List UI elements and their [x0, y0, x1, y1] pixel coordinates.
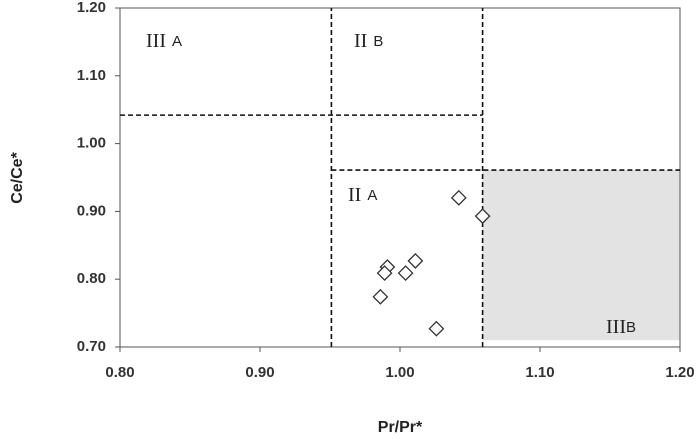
- region-letter: A: [367, 187, 377, 204]
- data-point: [450, 189, 467, 206]
- x-tick-label: 1.10: [525, 364, 554, 381]
- region-label: II A: [348, 184, 377, 206]
- y-tick-label: 1.20: [77, 0, 106, 16]
- x-axis-title: Pr/Pr*: [378, 419, 423, 436]
- data-point: [372, 288, 389, 305]
- region-numeral: II: [348, 184, 361, 206]
- region-numeral: II: [354, 30, 367, 52]
- x-tick-label: 1.00: [385, 364, 414, 381]
- region-numeral: III: [606, 316, 626, 338]
- x-tick-label: 0.80: [105, 364, 134, 381]
- data-point: [407, 252, 424, 269]
- region-letter: A: [172, 33, 182, 50]
- x-tick-label: 1.20: [665, 364, 694, 381]
- data-point: [474, 208, 491, 225]
- data-point: [376, 265, 393, 282]
- y-tick-label: 1.10: [77, 67, 106, 84]
- region-letter: B: [373, 33, 383, 50]
- y-tick-label: 0.80: [77, 270, 106, 287]
- data-point: [428, 320, 445, 337]
- y-tick-label: 0.70: [77, 338, 106, 355]
- region-letter: B: [626, 319, 636, 336]
- y-tick-label: 0.90: [77, 202, 106, 219]
- region-label: III A: [146, 30, 182, 52]
- region-label: IIIB: [606, 316, 636, 338]
- shaded-region: [482, 170, 680, 341]
- y-axis-title: Ce/Ce*: [9, 151, 26, 203]
- y-tick-label: 1.00: [77, 135, 106, 152]
- data-point: [397, 265, 414, 282]
- x-tick-label: 0.90: [245, 364, 274, 381]
- region-label: II B: [354, 30, 383, 52]
- region-numeral: III: [146, 30, 166, 52]
